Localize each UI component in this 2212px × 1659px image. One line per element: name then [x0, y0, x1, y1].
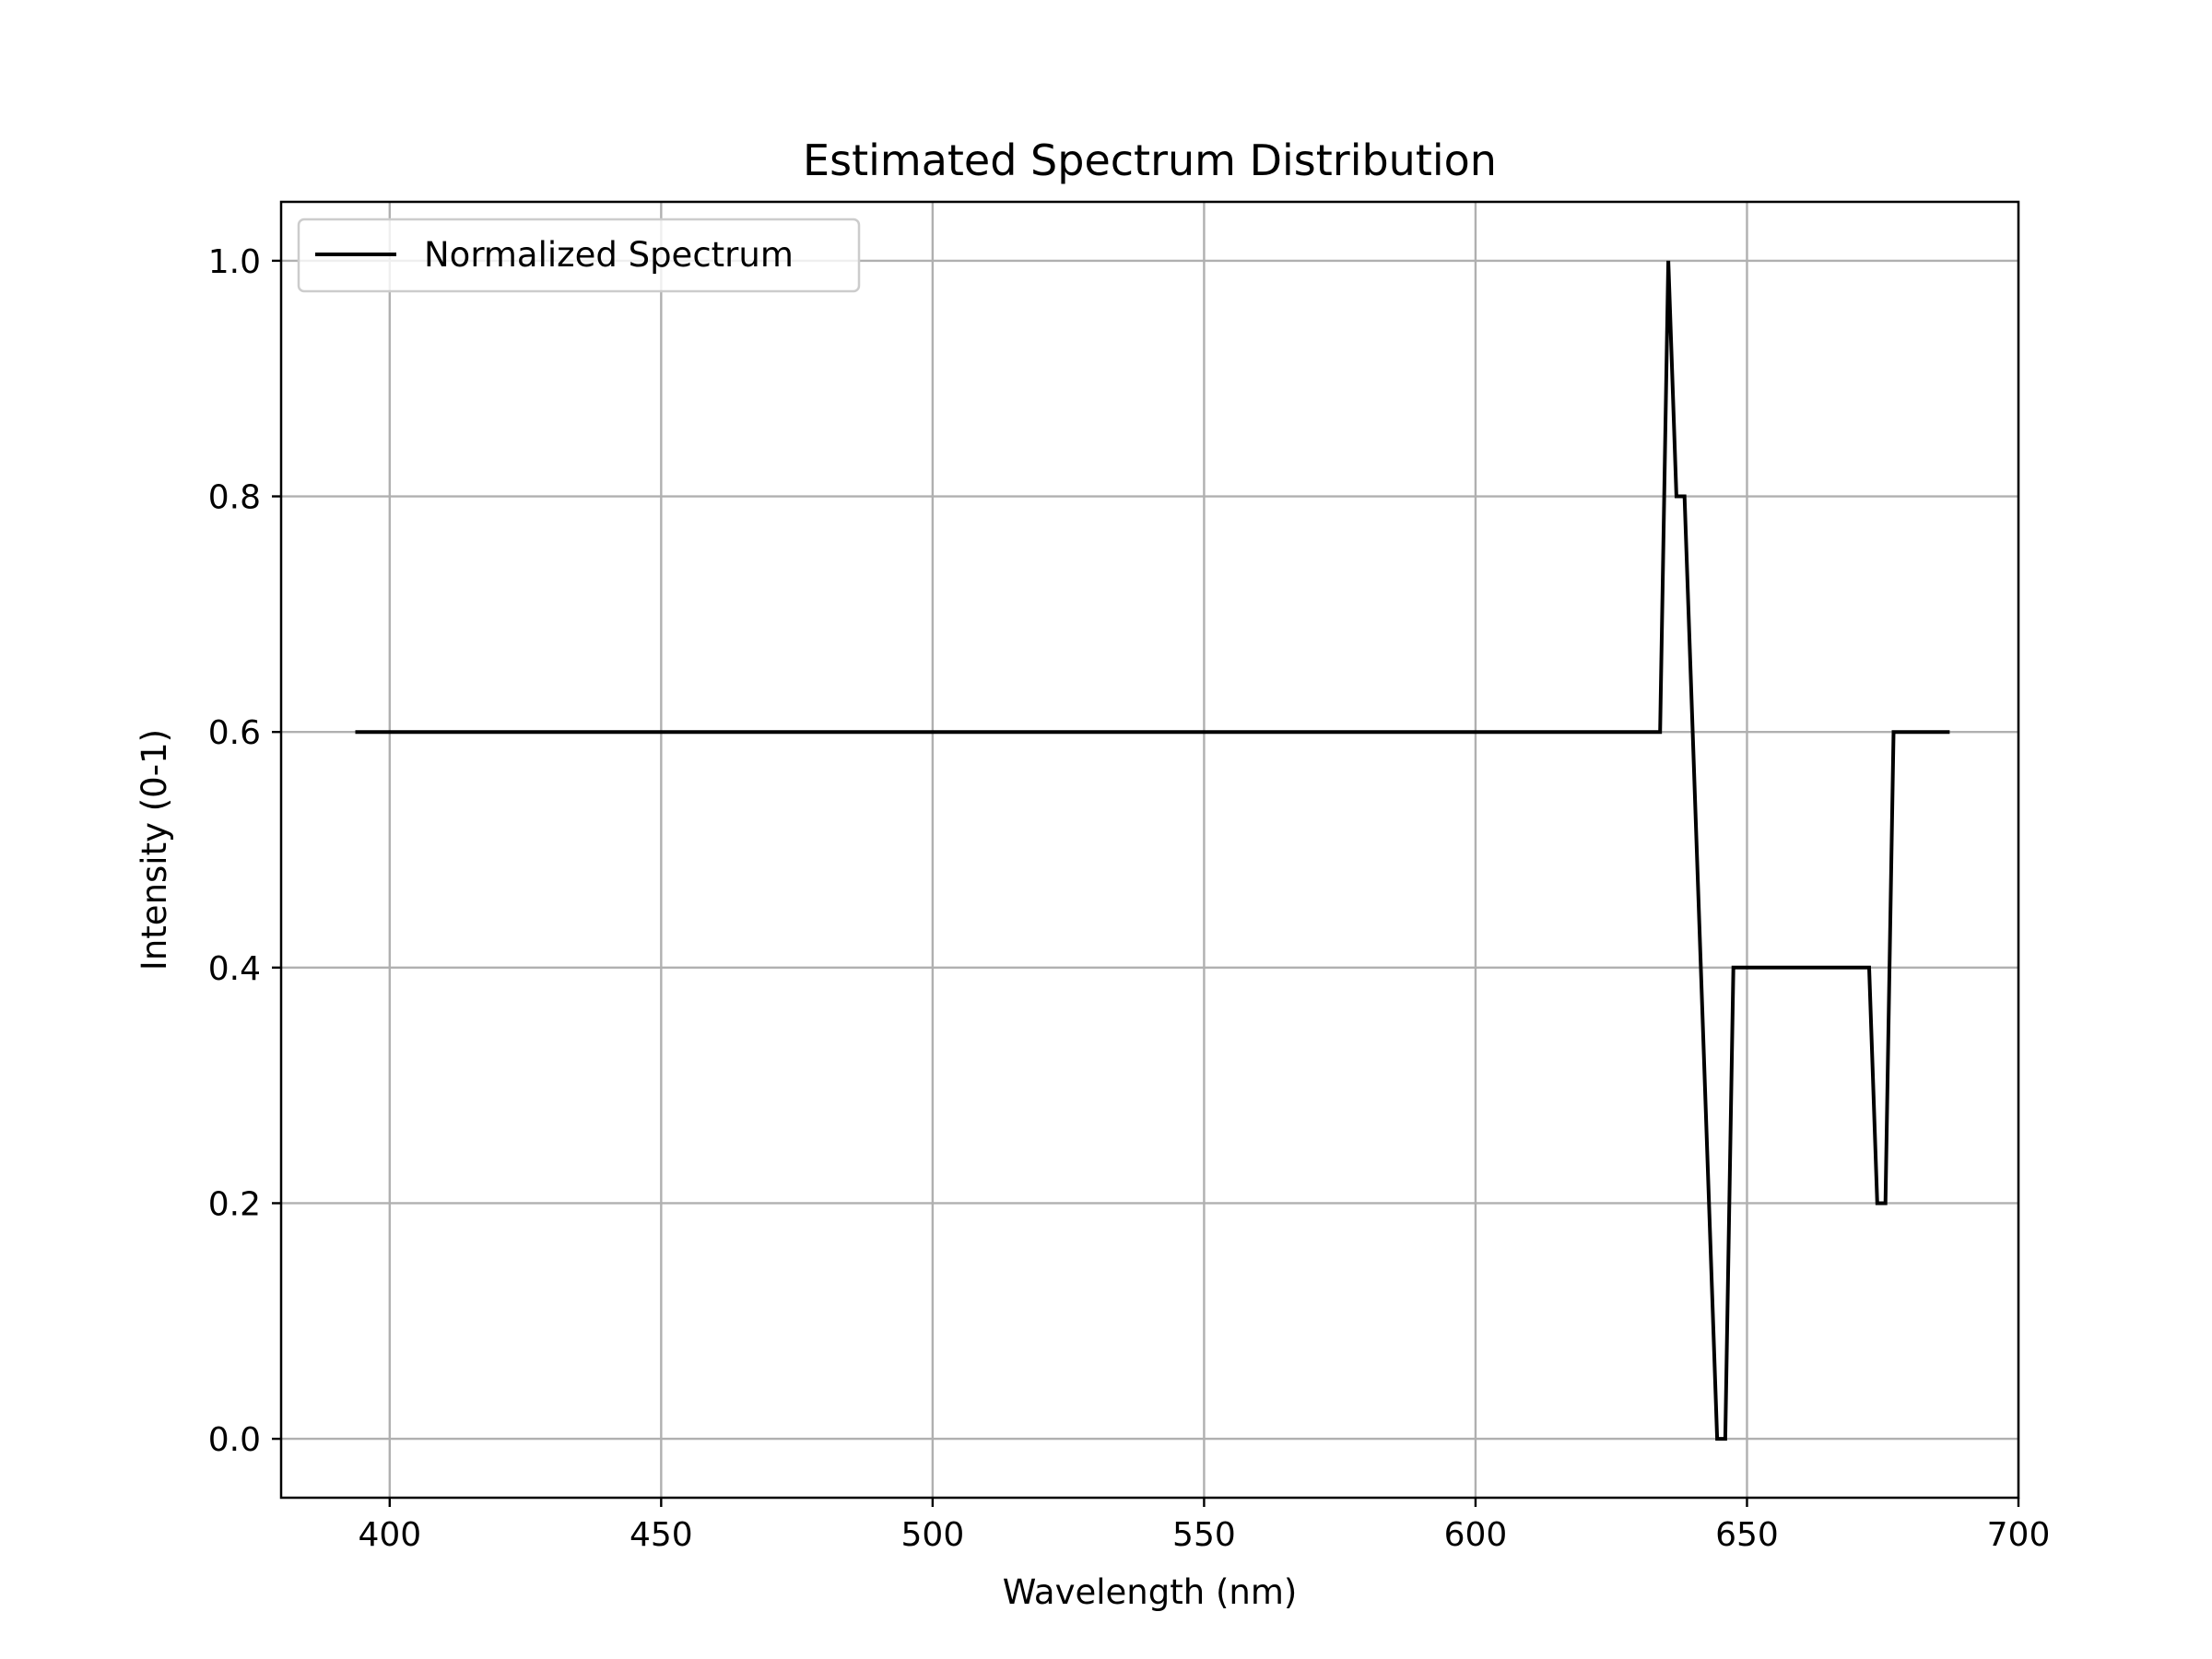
legend-label: Normalized Spectrum [424, 235, 794, 275]
x-tick-label: 650 [1715, 1516, 1779, 1554]
y-tick-label: 0.6 [208, 714, 261, 752]
axis-ticks: 400 450 500 550 600 650 700 0.0 0.2 0.4 0.6 0.8 1.0 [208, 243, 2051, 1554]
legend: Normalized Spectrum [297, 218, 861, 293]
series-line [355, 260, 1950, 1441]
y-tick-label: 1.0 [208, 243, 261, 281]
plot-frame [279, 200, 2020, 1500]
x-axis-label: Wavelength (nm) [1003, 1572, 1298, 1612]
x-tick-label: 700 [1987, 1516, 2051, 1554]
chart-title: Estimated Spectrum Distribution [803, 135, 1497, 185]
y-tick-label: 0.8 [208, 479, 261, 517]
y-axis-label: Intensity (0-1) [135, 729, 174, 971]
x-tick-label: 500 [901, 1516, 965, 1554]
series-layer [355, 260, 1950, 1441]
x-tick-label: 450 [629, 1516, 693, 1554]
x-tick-label: 600 [1444, 1516, 1508, 1554]
y-tick-label: 0.0 [208, 1421, 261, 1459]
legend-box [297, 218, 861, 293]
x-tick-label: 400 [358, 1516, 421, 1554]
y-tick-label: 0.2 [208, 1185, 261, 1223]
x-tick-label: 550 [1172, 1516, 1236, 1554]
y-tick-label: 0.4 [208, 950, 261, 988]
